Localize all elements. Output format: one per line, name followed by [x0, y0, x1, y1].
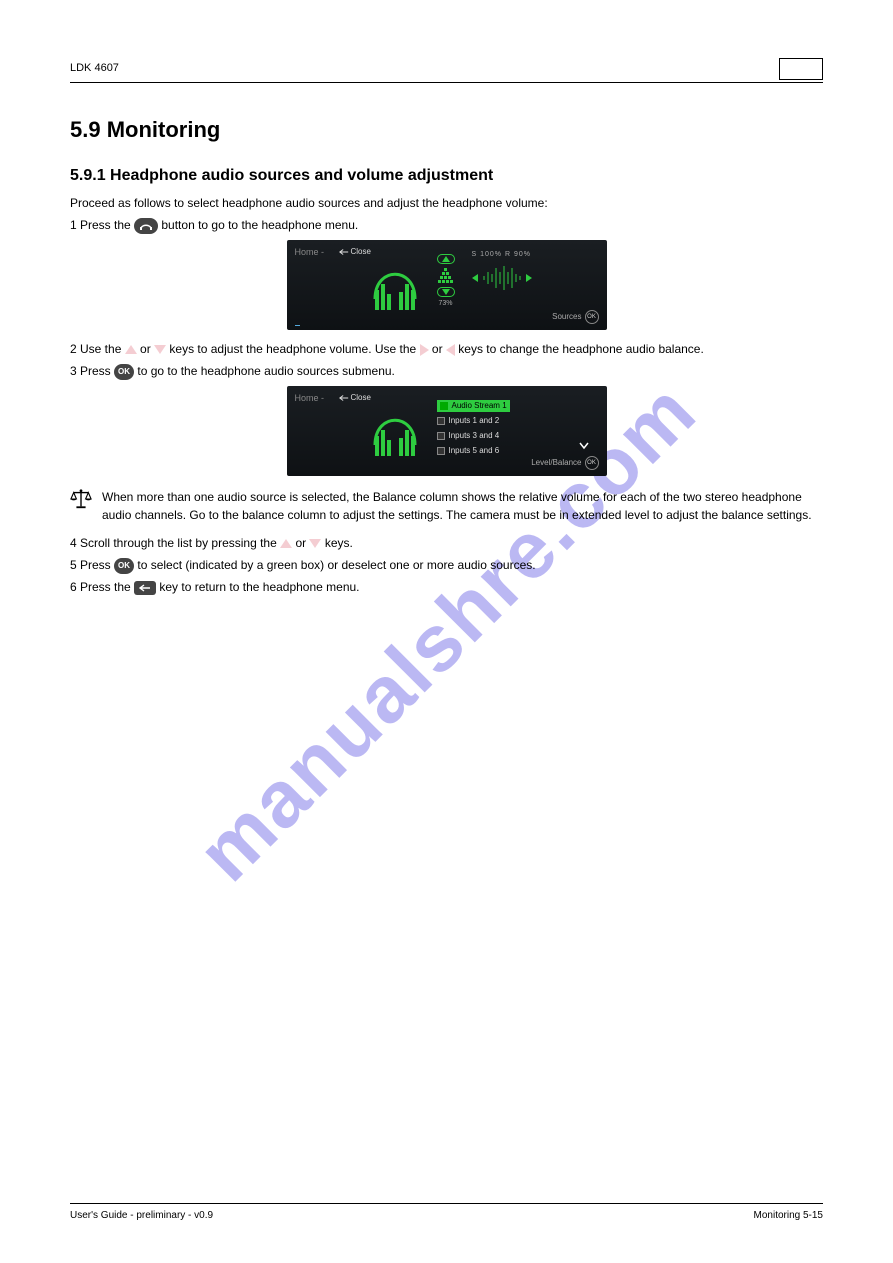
- shot2-source-item-1: Inputs 1 and 2: [437, 415, 510, 427]
- footer-right: Monitoring 5-15: [754, 1208, 823, 1223]
- shot2-source-item-2: Inputs 3 and 4: [437, 430, 510, 442]
- screenshot-sources-menu: Home - Close Audio Stream 1: [287, 386, 607, 476]
- shot1-volume-level-icon: [438, 266, 453, 285]
- shot1-headphones-icon: [365, 254, 425, 314]
- shot1-sr-values: S 100% R 90%: [472, 250, 531, 261]
- shot1-sources-label: Sources OK: [552, 310, 598, 324]
- step-5: 5 Press OK to select (indicated by a gre…: [70, 556, 823, 574]
- up-arrow-icon: [280, 539, 292, 548]
- step1-pre: 1 Press the: [70, 218, 134, 232]
- screenshot-headphone-menu: Home - Close: [287, 240, 607, 330]
- down-arrow-icon: [309, 539, 321, 548]
- header-left-text: LDK 4607: [70, 60, 119, 77]
- step-2: 2 Use the or keys to adjust the headphon…: [70, 340, 823, 358]
- step3-post: to go to the headphone audio sources sub…: [137, 364, 395, 378]
- step5-a: 5 Press: [70, 558, 114, 572]
- ok-button-icon: OK: [114, 558, 134, 574]
- balance-note: When more than one audio source is selec…: [70, 488, 823, 524]
- step2-d: or: [432, 342, 446, 356]
- balance-note-text: When more than one audio source is selec…: [102, 488, 823, 524]
- shot1-ok-icon: OK: [585, 310, 599, 324]
- shot1-volume-control: 73%: [437, 254, 455, 310]
- page-title: 5.9 Monitoring: [70, 113, 823, 146]
- scales-icon: [70, 488, 92, 510]
- screenshot-1-wrapper: Home - Close: [70, 240, 823, 330]
- step6-b: key to return to the headphone menu.: [159, 580, 359, 594]
- step5-b: to select (indicated by a green box) or …: [137, 558, 535, 572]
- footer-left: User's Guide - preliminary - v0.9: [70, 1208, 213, 1223]
- shot1-volume-up-icon: [437, 254, 455, 264]
- step4-a: 4 Scroll through the list by pressing th…: [70, 536, 280, 550]
- back-button-icon: [134, 581, 156, 595]
- page-container: LDK 4607 5.9 Monitoring 5.9.1 Headphone …: [0, 0, 893, 644]
- section-intro: Proceed as follows to select headphone a…: [70, 194, 823, 212]
- shot1-breadcrumb: Home -: [295, 246, 325, 260]
- header-section-box: [779, 58, 823, 80]
- step-6: 6 Press the key to return to the headpho…: [70, 578, 823, 596]
- step2-b: or: [140, 342, 154, 356]
- step-4: 4 Scroll through the list by pressing th…: [70, 534, 823, 552]
- step2-c: keys to adjust the headphone volume. Use…: [169, 342, 419, 356]
- step3-pre: 3 Press: [70, 364, 114, 378]
- step6-a: 6 Press the: [70, 580, 134, 594]
- right-arrow-icon: [420, 344, 429, 356]
- page-footer: User's Guide - preliminary - v0.9 Monito…: [70, 1203, 823, 1223]
- shot2-ok-icon: OK: [585, 456, 599, 470]
- header-row: LDK 4607: [70, 60, 823, 83]
- step4-c: keys.: [325, 536, 353, 550]
- headphone-icon: [134, 218, 158, 234]
- up-arrow-icon: [125, 345, 137, 354]
- shot1-volume-down-icon: [437, 287, 455, 297]
- section-heading: 5.9.1 Headphone audio sources and volume…: [70, 164, 823, 188]
- shot2-level-balance-label: Level/Balance OK: [531, 456, 598, 470]
- shot2-source-item-0: Audio Stream 1: [437, 400, 510, 412]
- shot2-source-item-3: Inputs 5 and 6: [437, 445, 510, 457]
- down-arrow-icon: [154, 345, 166, 354]
- step-3: 3 Press OK to go to the headphone audio …: [70, 362, 823, 380]
- ok-button-icon: OK: [114, 364, 134, 380]
- shot1-volume-value: 73%: [438, 299, 452, 310]
- screenshot-2-wrapper: Home - Close Audio Stream 1: [70, 386, 823, 476]
- shot2-chevron-down-icon: [579, 442, 589, 454]
- step1-post: button to go to the headphone menu.: [161, 218, 358, 232]
- shot2-source-list: Audio Stream 1 Inputs 1 and 2 Inputs 3 a…: [437, 400, 510, 457]
- step-1: 1 Press the button to go to the headphon…: [70, 216, 823, 234]
- shot2-headphones-icon: [365, 400, 425, 460]
- section-headphone: 5.9.1 Headphone audio sources and volume…: [70, 164, 823, 596]
- shot2-breadcrumb: Home -: [295, 392, 325, 406]
- left-arrow-icon: [446, 344, 455, 356]
- step4-b: or: [295, 536, 309, 550]
- step2-e: keys to change the headphone audio balan…: [458, 342, 704, 356]
- shot1-balance-icon: [472, 264, 532, 292]
- shot1-tabs: [295, 314, 317, 327]
- step2-a: 2 Use the: [70, 342, 125, 356]
